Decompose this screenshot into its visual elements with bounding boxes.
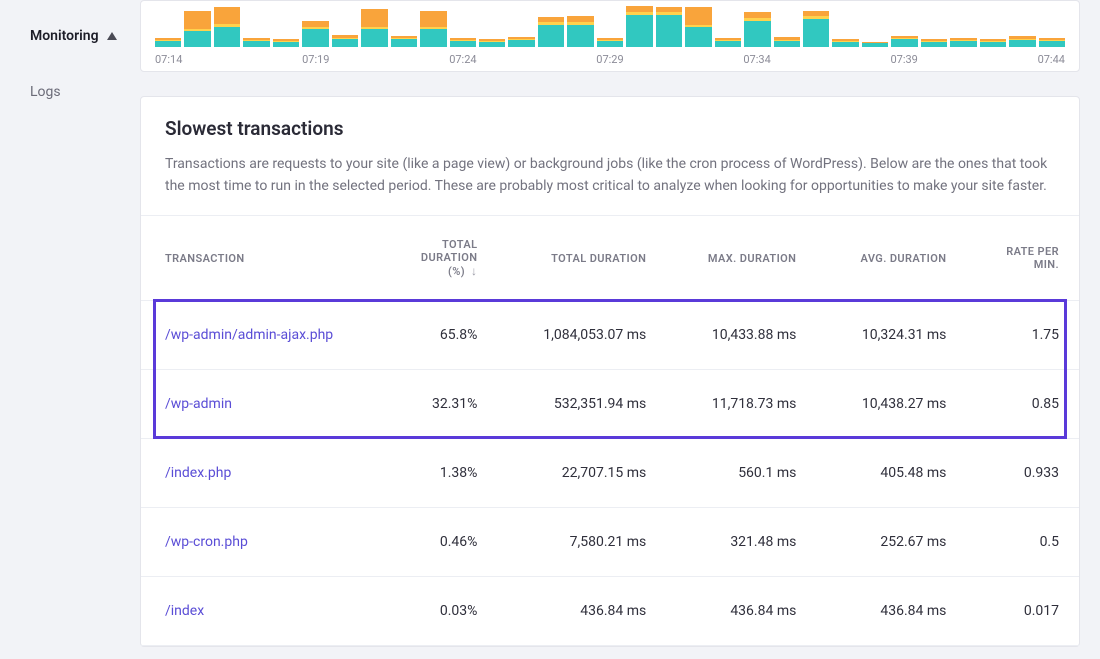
table-cell: 1,084,053.07 ms [497, 301, 666, 370]
chart-bar [921, 39, 947, 47]
table-cell: /wp-admin/admin-ajax.php [141, 301, 366, 370]
column-header[interactable]: RATE PER MIN. [966, 216, 1079, 301]
chart-tick: 07:24 [449, 53, 476, 66]
table-cell: 22,707.15 ms [497, 439, 666, 508]
chart-bar [155, 38, 181, 47]
chart-bar [214, 7, 240, 47]
table-cell: 11,718.73 ms [666, 370, 816, 439]
table-cell: /wp-cron.php [141, 508, 366, 577]
transaction-link[interactable]: /wp-cron.php [165, 534, 248, 550]
chart-bar [302, 21, 328, 47]
sidebar-item-label: Monitoring [30, 28, 99, 44]
chart-bar [950, 38, 976, 47]
chart-tick: 07:19 [302, 53, 329, 66]
table-cell: 0.017 [966, 577, 1079, 646]
table-cell: 436.84 ms [666, 577, 816, 646]
column-header[interactable]: TRANSACTION [141, 216, 366, 301]
chart-bar [1009, 36, 1035, 47]
chart-bar [391, 36, 417, 47]
sidebar-item-logs[interactable]: Logs [0, 76, 140, 108]
table-cell: 0.03% [366, 577, 497, 646]
table-cell: /index.php [141, 439, 366, 508]
transactions-table: TRANSACTIONTOTAL DURATION(%)↓TOTAL DURAT… [141, 216, 1079, 646]
transaction-link[interactable]: /wp-admin/admin-ajax.php [165, 327, 333, 343]
column-header[interactable]: AVG. DURATION [816, 216, 966, 301]
sidebar: Monitoring Logs [0, 0, 140, 659]
slowest-transactions-panel: Slowest transactions Transactions are re… [140, 96, 1080, 647]
sidebar-item-label: Logs [30, 84, 61, 100]
chart-bar [538, 17, 564, 47]
chart-bar [567, 16, 593, 47]
activity-chart: 07:14 07:19 07:24 07:29 07:34 07:39 07:44 [140, 0, 1080, 72]
chart-tick: 07:44 [1038, 53, 1065, 66]
panel-header: Slowest transactions Transactions are re… [141, 97, 1079, 216]
column-header[interactable]: TOTAL DURATION [497, 216, 666, 301]
chart-tick: 07:34 [743, 53, 770, 66]
main-content: 07:14 07:19 07:24 07:29 07:34 07:39 07:44 Slow… [140, 0, 1100, 659]
chart-tick: 07:39 [890, 53, 917, 66]
chart-bar [832, 39, 858, 47]
table-row: /wp-admin/admin-ajax.php 65.8%1,084,053.0… [141, 301, 1079, 370]
sidebar-item-monitoring[interactable]: Monitoring [0, 20, 140, 52]
chart-bar [273, 39, 299, 47]
table-row: /index0.03%436.84 ms436.84 ms436.84 ms0.… [141, 577, 1079, 646]
chart-bar [803, 11, 829, 47]
table-cell: 0.85 [966, 370, 1079, 439]
chart-bar [243, 38, 269, 47]
table-cell: 405.48 ms [816, 439, 966, 508]
chart-bar [450, 38, 476, 47]
chart-bar [744, 12, 770, 47]
chart-tick: 07:14 [155, 53, 182, 66]
table-cell: 560.1 ms [666, 439, 816, 508]
table-cell: 0.5 [966, 508, 1079, 577]
table-cell: 436.84 ms [816, 577, 966, 646]
table-row: /index.php 1.38%22,707.15 ms560.1 ms405.4… [141, 439, 1079, 508]
chart-bar [332, 35, 358, 47]
table-cell: 0.46% [366, 508, 497, 577]
table-cell: /wp-admin [141, 370, 366, 439]
table-cell: 65.8% [366, 301, 497, 370]
chart-bar [774, 37, 800, 47]
sort-desc-icon: ↓ [471, 264, 477, 278]
panel-title: Slowest transactions [165, 117, 1055, 140]
chart-bar [656, 7, 682, 47]
chart-bar [715, 38, 741, 47]
table-cell: 0.933 [966, 439, 1079, 508]
column-header[interactable]: MAX. DURATION [666, 216, 816, 301]
table-cell: 532,351.94 ms [497, 370, 666, 439]
table-cell: 10,438.27 ms [816, 370, 966, 439]
transaction-link[interactable]: /wp-admin [165, 396, 232, 412]
chart-bar [626, 6, 652, 47]
table-cell: 436.84 ms [497, 577, 666, 646]
table-cell: 1.75 [966, 301, 1079, 370]
table-cell: 252.67 ms [816, 508, 966, 577]
chart-bar [1039, 38, 1065, 47]
table-row: /wp-cron.php 0.46%7,580.21 ms321.48 ms252… [141, 508, 1079, 577]
table-cell: 10,433.88 ms [666, 301, 816, 370]
chart-bar [685, 7, 711, 47]
chart-bar [361, 9, 387, 47]
transaction-link[interactable]: /index [165, 603, 204, 619]
panel-description: Transactions are requests to your site (… [165, 154, 1055, 197]
table-cell: 1.38% [366, 439, 497, 508]
chart-bar [479, 39, 505, 47]
table-row: /wp-admin 32.31%532,351.94 ms11,718.73 ms… [141, 370, 1079, 439]
notification-icon [107, 32, 117, 40]
table-cell: 10,324.31 ms [816, 301, 966, 370]
chart-bar [980, 39, 1006, 47]
table-cell: 7,580.21 ms [497, 508, 666, 577]
chart-bar [597, 38, 623, 47]
chart-bar [862, 42, 888, 47]
table-cell: 32.31% [366, 370, 497, 439]
chart-bar [508, 37, 534, 47]
table-cell: /index [141, 577, 366, 646]
column-header[interactable]: TOTAL DURATION(%)↓ [366, 216, 497, 301]
chart-bar [184, 11, 210, 47]
table-cell: 321.48 ms [666, 508, 816, 577]
chart-bar [420, 11, 446, 47]
chart-tick: 07:29 [596, 53, 623, 66]
chart-bar [891, 36, 917, 47]
transaction-link[interactable]: /index.php [165, 465, 231, 481]
